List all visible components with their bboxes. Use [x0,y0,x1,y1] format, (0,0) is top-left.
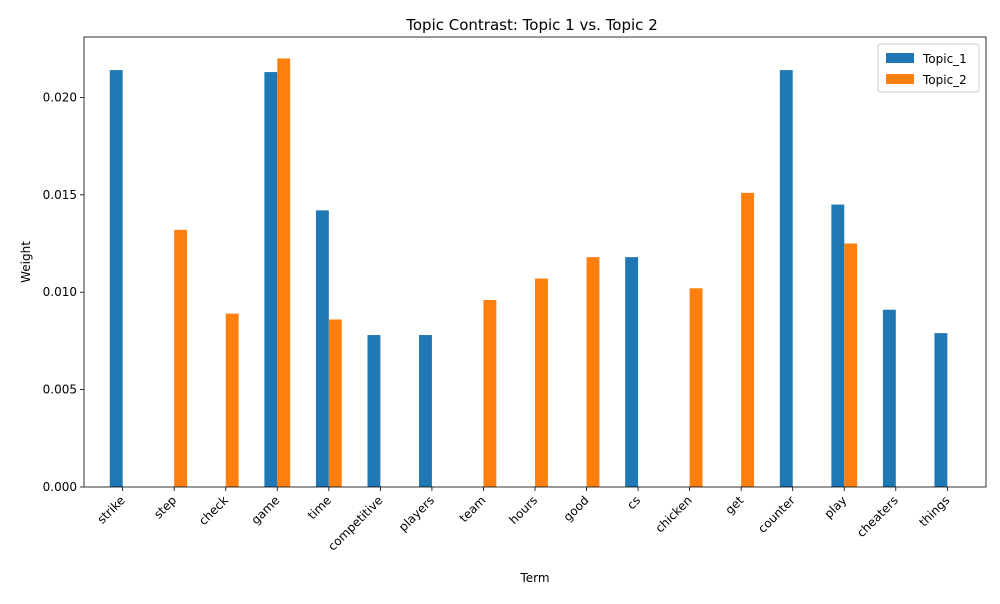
x-tick-label: cheaters [854,493,901,540]
bar-topic-2-play [844,243,858,487]
x-tick-label: chicken [653,493,695,535]
bar-topic-1-competitive [367,335,381,487]
y-tick-label: 0.005 [43,383,77,397]
bar-topic-2-chicken [689,288,703,487]
x-tick-label: counter [755,493,798,536]
legend-swatch [886,53,914,63]
legend-swatch [886,74,914,84]
y-tick-label: 0.000 [43,480,77,494]
bar-topic-1-counter [779,70,793,487]
x-tick-label: game [248,493,282,527]
bar-topic-1-strike [109,70,123,487]
bar-topic-1-game [264,72,278,487]
x-tick-label: get [722,493,746,517]
bar-topic-2-time [328,319,342,487]
x-tick-label: strike [94,493,127,526]
bar-topic-1-time [315,210,329,487]
x-tick-label: competitive [325,493,385,553]
x-tick-label: players [396,493,437,534]
legend: Topic_1 Topic_2 [877,43,980,93]
x-tick-label: things [916,493,952,529]
legend-label: Topic_2 [922,73,967,87]
bar-topic-1-cheaters [882,309,896,487]
bar-topic-2-team [483,299,497,487]
bar-topic-2-check [225,313,239,487]
y-tick-label: 0.010 [43,285,77,299]
bar-topic-2-hours [535,278,548,487]
y-tick-label: 0.020 [43,90,77,104]
y-tick-label: 0.015 [43,188,77,202]
x-tick-label: check [196,493,231,528]
y-axis-label: Weight [19,241,33,283]
bar-topic-1-cs [625,257,639,487]
bar-topic-1-players [419,335,432,487]
x-tick-label: cs [624,493,643,512]
x-axis-label: Term [519,571,549,585]
x-tick-label: team [457,493,489,525]
bar-topic-2-game [277,58,291,488]
bar-topic-1-play [831,204,845,487]
legend-label: Topic_1 [922,52,967,66]
bars-layer [109,58,948,488]
x-tick-label: step [151,493,179,521]
x-tick-label: play [822,493,850,521]
x-tick-label: hours [506,493,540,527]
chart-title: Topic Contrast: Topic 1 vs. Topic 2 [405,16,657,34]
x-tick-label: good [561,493,592,524]
x-tick-label: time [305,493,334,522]
bar-topic-2-good [586,257,600,487]
bar-topic-2-step [174,229,188,487]
bar-topic-2-get [741,192,755,487]
bar-topic-1-things [934,333,948,487]
